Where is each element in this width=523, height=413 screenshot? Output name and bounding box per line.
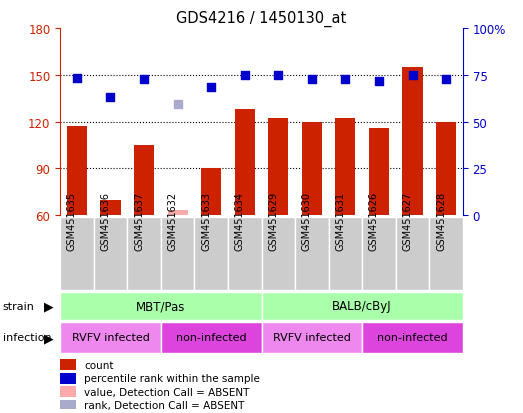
Bar [268, 119, 288, 216]
Bar [235, 110, 255, 216]
Text: ▶: ▶ [44, 331, 54, 344]
Bar [403, 68, 423, 216]
Bar [295, 218, 328, 290]
Bar [161, 218, 195, 290]
Point [274, 72, 282, 79]
Bar [134, 145, 154, 216]
Bar [396, 218, 429, 290]
Bar [195, 218, 228, 290]
Bar [94, 218, 127, 290]
Bar [228, 218, 262, 290]
Text: ▶: ▶ [44, 299, 54, 313]
Bar [60, 359, 76, 370]
Text: GSM451627: GSM451627 [403, 192, 413, 251]
Text: strain: strain [3, 301, 35, 311]
Text: BALB/cByJ: BALB/cByJ [332, 299, 392, 313]
Text: count: count [84, 360, 114, 370]
Text: GSM451634: GSM451634 [235, 192, 245, 251]
Bar [328, 218, 362, 290]
Point [174, 102, 182, 109]
Bar [161, 322, 262, 353]
Text: GSM451631: GSM451631 [335, 192, 345, 251]
Bar [100, 200, 121, 216]
Point [341, 77, 349, 83]
Bar [60, 218, 94, 290]
Point [73, 76, 81, 82]
Bar [262, 292, 463, 320]
Bar [262, 218, 295, 290]
Point [442, 77, 450, 83]
Bar [60, 322, 161, 353]
Bar [201, 169, 221, 216]
Bar [369, 128, 389, 216]
Bar [335, 119, 356, 216]
Point [106, 94, 115, 101]
Bar [60, 292, 262, 320]
Bar [60, 386, 76, 397]
Bar [127, 218, 161, 290]
Bar [60, 373, 76, 384]
Bar [302, 122, 322, 216]
Text: GSM451629: GSM451629 [268, 192, 278, 251]
Text: GDS4216 / 1450130_at: GDS4216 / 1450130_at [176, 10, 347, 26]
Text: GSM451637: GSM451637 [134, 192, 144, 251]
Text: non-infected: non-infected [377, 332, 448, 343]
Bar [429, 218, 463, 290]
Text: MBT/Pas: MBT/Pas [136, 299, 186, 313]
Text: RVFV infected: RVFV infected [72, 332, 150, 343]
Bar [262, 322, 362, 353]
Text: GSM451626: GSM451626 [369, 192, 379, 251]
Bar [60, 400, 76, 411]
Text: infection: infection [3, 332, 51, 343]
Text: non-infected: non-infected [176, 332, 246, 343]
Text: GSM451636: GSM451636 [100, 192, 110, 251]
Text: RVFV infected: RVFV infected [273, 332, 351, 343]
Point [140, 77, 148, 83]
Text: rank, Detection Call = ABSENT: rank, Detection Call = ABSENT [84, 400, 245, 410]
Bar [436, 122, 456, 216]
Bar [167, 211, 188, 216]
Point [408, 72, 417, 79]
Text: GSM451635: GSM451635 [67, 192, 77, 251]
Point [375, 78, 383, 85]
Text: GSM451630: GSM451630 [302, 192, 312, 251]
Bar [362, 322, 463, 353]
Text: GSM451632: GSM451632 [167, 192, 178, 251]
Point [241, 72, 249, 79]
Bar [67, 127, 87, 216]
Text: GSM451628: GSM451628 [436, 192, 446, 251]
Point [308, 77, 316, 83]
Text: percentile rank within the sample: percentile rank within the sample [84, 373, 260, 383]
Text: value, Detection Call = ABSENT: value, Detection Call = ABSENT [84, 387, 249, 396]
Bar [362, 218, 396, 290]
Text: GSM451633: GSM451633 [201, 192, 211, 251]
Point [207, 85, 215, 91]
